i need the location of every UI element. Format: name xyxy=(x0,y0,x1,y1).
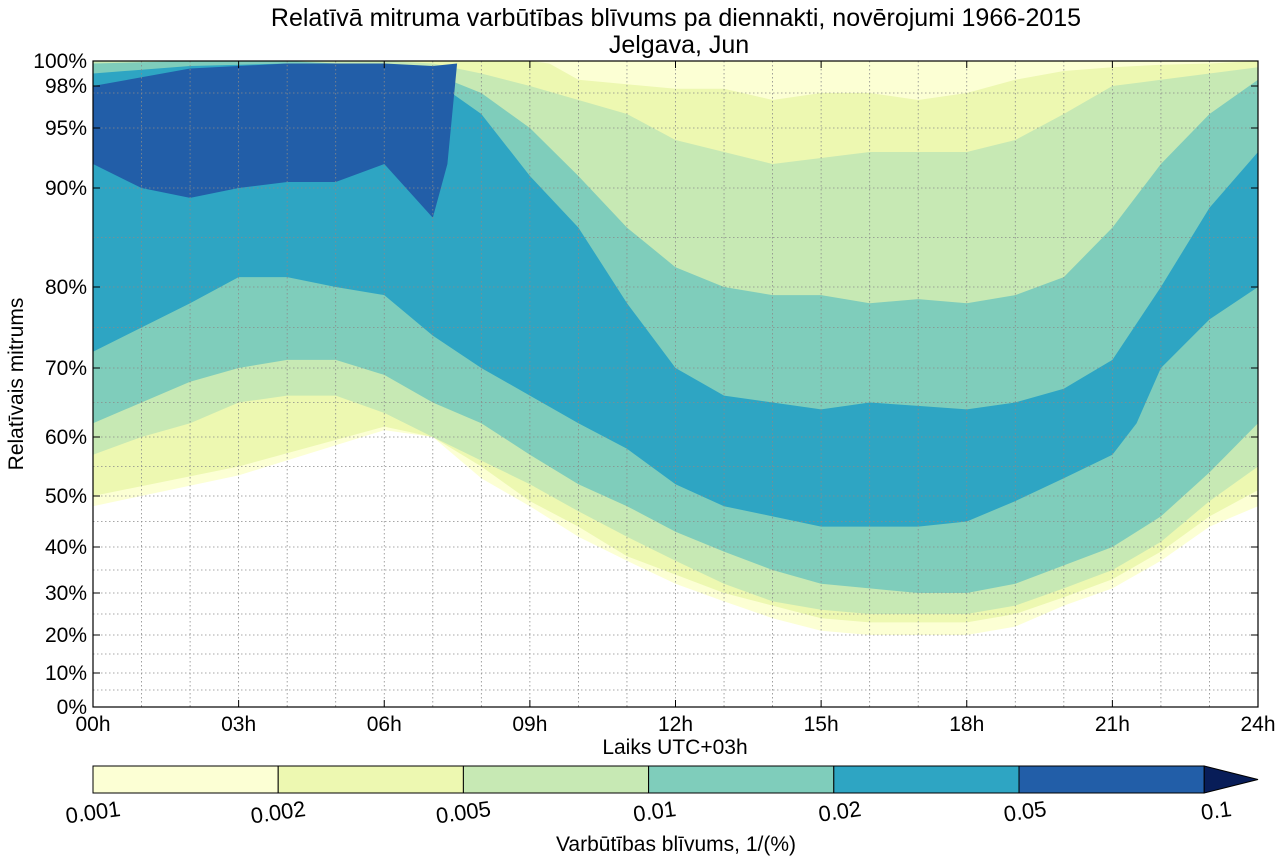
colorbar-segment-0.001 xyxy=(92,765,279,794)
y-axis-ticks: 0% 10% 20% 30% 40% 50% 60% 70% 80% 90% 95% 98%100% xyxy=(33,50,1258,719)
colorbar-extend-arrow xyxy=(1203,765,1259,794)
y-tick-label: 70% xyxy=(45,357,87,380)
colorbar-segment-0.005 xyxy=(462,765,650,794)
y-tick-label: 50% xyxy=(45,485,87,508)
colorbar-tick-label: 0.05 xyxy=(1002,796,1048,827)
y-tick-label: 10% xyxy=(45,662,87,685)
contour-bands xyxy=(93,61,1258,635)
x-tick-label: 24h xyxy=(1240,713,1275,736)
x-tick-label: 03h xyxy=(221,713,256,736)
contour-band-0.05 xyxy=(93,63,458,218)
colorbar-segment-0.01 xyxy=(648,765,835,794)
y-tick-label: 0% xyxy=(57,696,87,719)
chart-title: Relatīvā mitruma varbūtības blīvums pa d… xyxy=(271,4,1081,32)
colorbar-tick-label: 0.005 xyxy=(434,796,492,828)
y-tick-label: 100% xyxy=(33,50,87,73)
x-tick-label: 18h xyxy=(949,713,984,736)
y-tick-label: 80% xyxy=(45,276,87,299)
y-tick-label: 98% xyxy=(45,75,87,98)
colorbar-segment-0.05 xyxy=(1018,765,1205,794)
x-tick-label: 06h xyxy=(367,713,402,736)
colorbar-segment-0.02 xyxy=(833,765,1020,794)
colorbar-segment-0.002 xyxy=(277,765,464,794)
x-tick-label: 21h xyxy=(1095,713,1130,736)
x-axis-label: Laiks UTC+03h xyxy=(602,736,747,759)
y-tick-label: 60% xyxy=(45,426,87,449)
y-tick-label: 40% xyxy=(45,536,87,559)
contour-band-0.02 xyxy=(93,63,1258,527)
colorbar-tick-label: 0.001 xyxy=(64,796,122,828)
colorbar-tick-label: 0.1 xyxy=(1199,796,1233,825)
x-tick-label: 12h xyxy=(658,713,693,736)
y-axis-label: Relatīvais mitrums xyxy=(5,298,28,471)
x-tick-label: 09h xyxy=(512,713,547,736)
x-tick-label: 15h xyxy=(804,713,839,736)
y-tick-label: 90% xyxy=(45,177,87,200)
x-tick-label: 00h xyxy=(75,713,110,736)
colorbar: 0.001 0.002 0.005 0.01 0.02 0.05 0.1 xyxy=(64,765,1259,828)
colorbar-label: Varbūtības blīvums, 1/(%) xyxy=(556,833,796,856)
y-tick-label: 95% xyxy=(45,117,87,140)
y-tick-label: 20% xyxy=(45,624,87,647)
y-tick-label: 30% xyxy=(45,582,87,605)
colorbar-tick-label: 0.002 xyxy=(249,796,307,828)
x-axis-ticks: 00h 03h 06h 09h 12h 15h 18h 21h 24h xyxy=(75,61,1276,736)
colorbar-tick-label: 0.02 xyxy=(817,796,863,827)
colorbar-tick-label: 0.01 xyxy=(632,796,678,827)
chart-subtitle: Jelgava, Jun xyxy=(609,31,749,59)
